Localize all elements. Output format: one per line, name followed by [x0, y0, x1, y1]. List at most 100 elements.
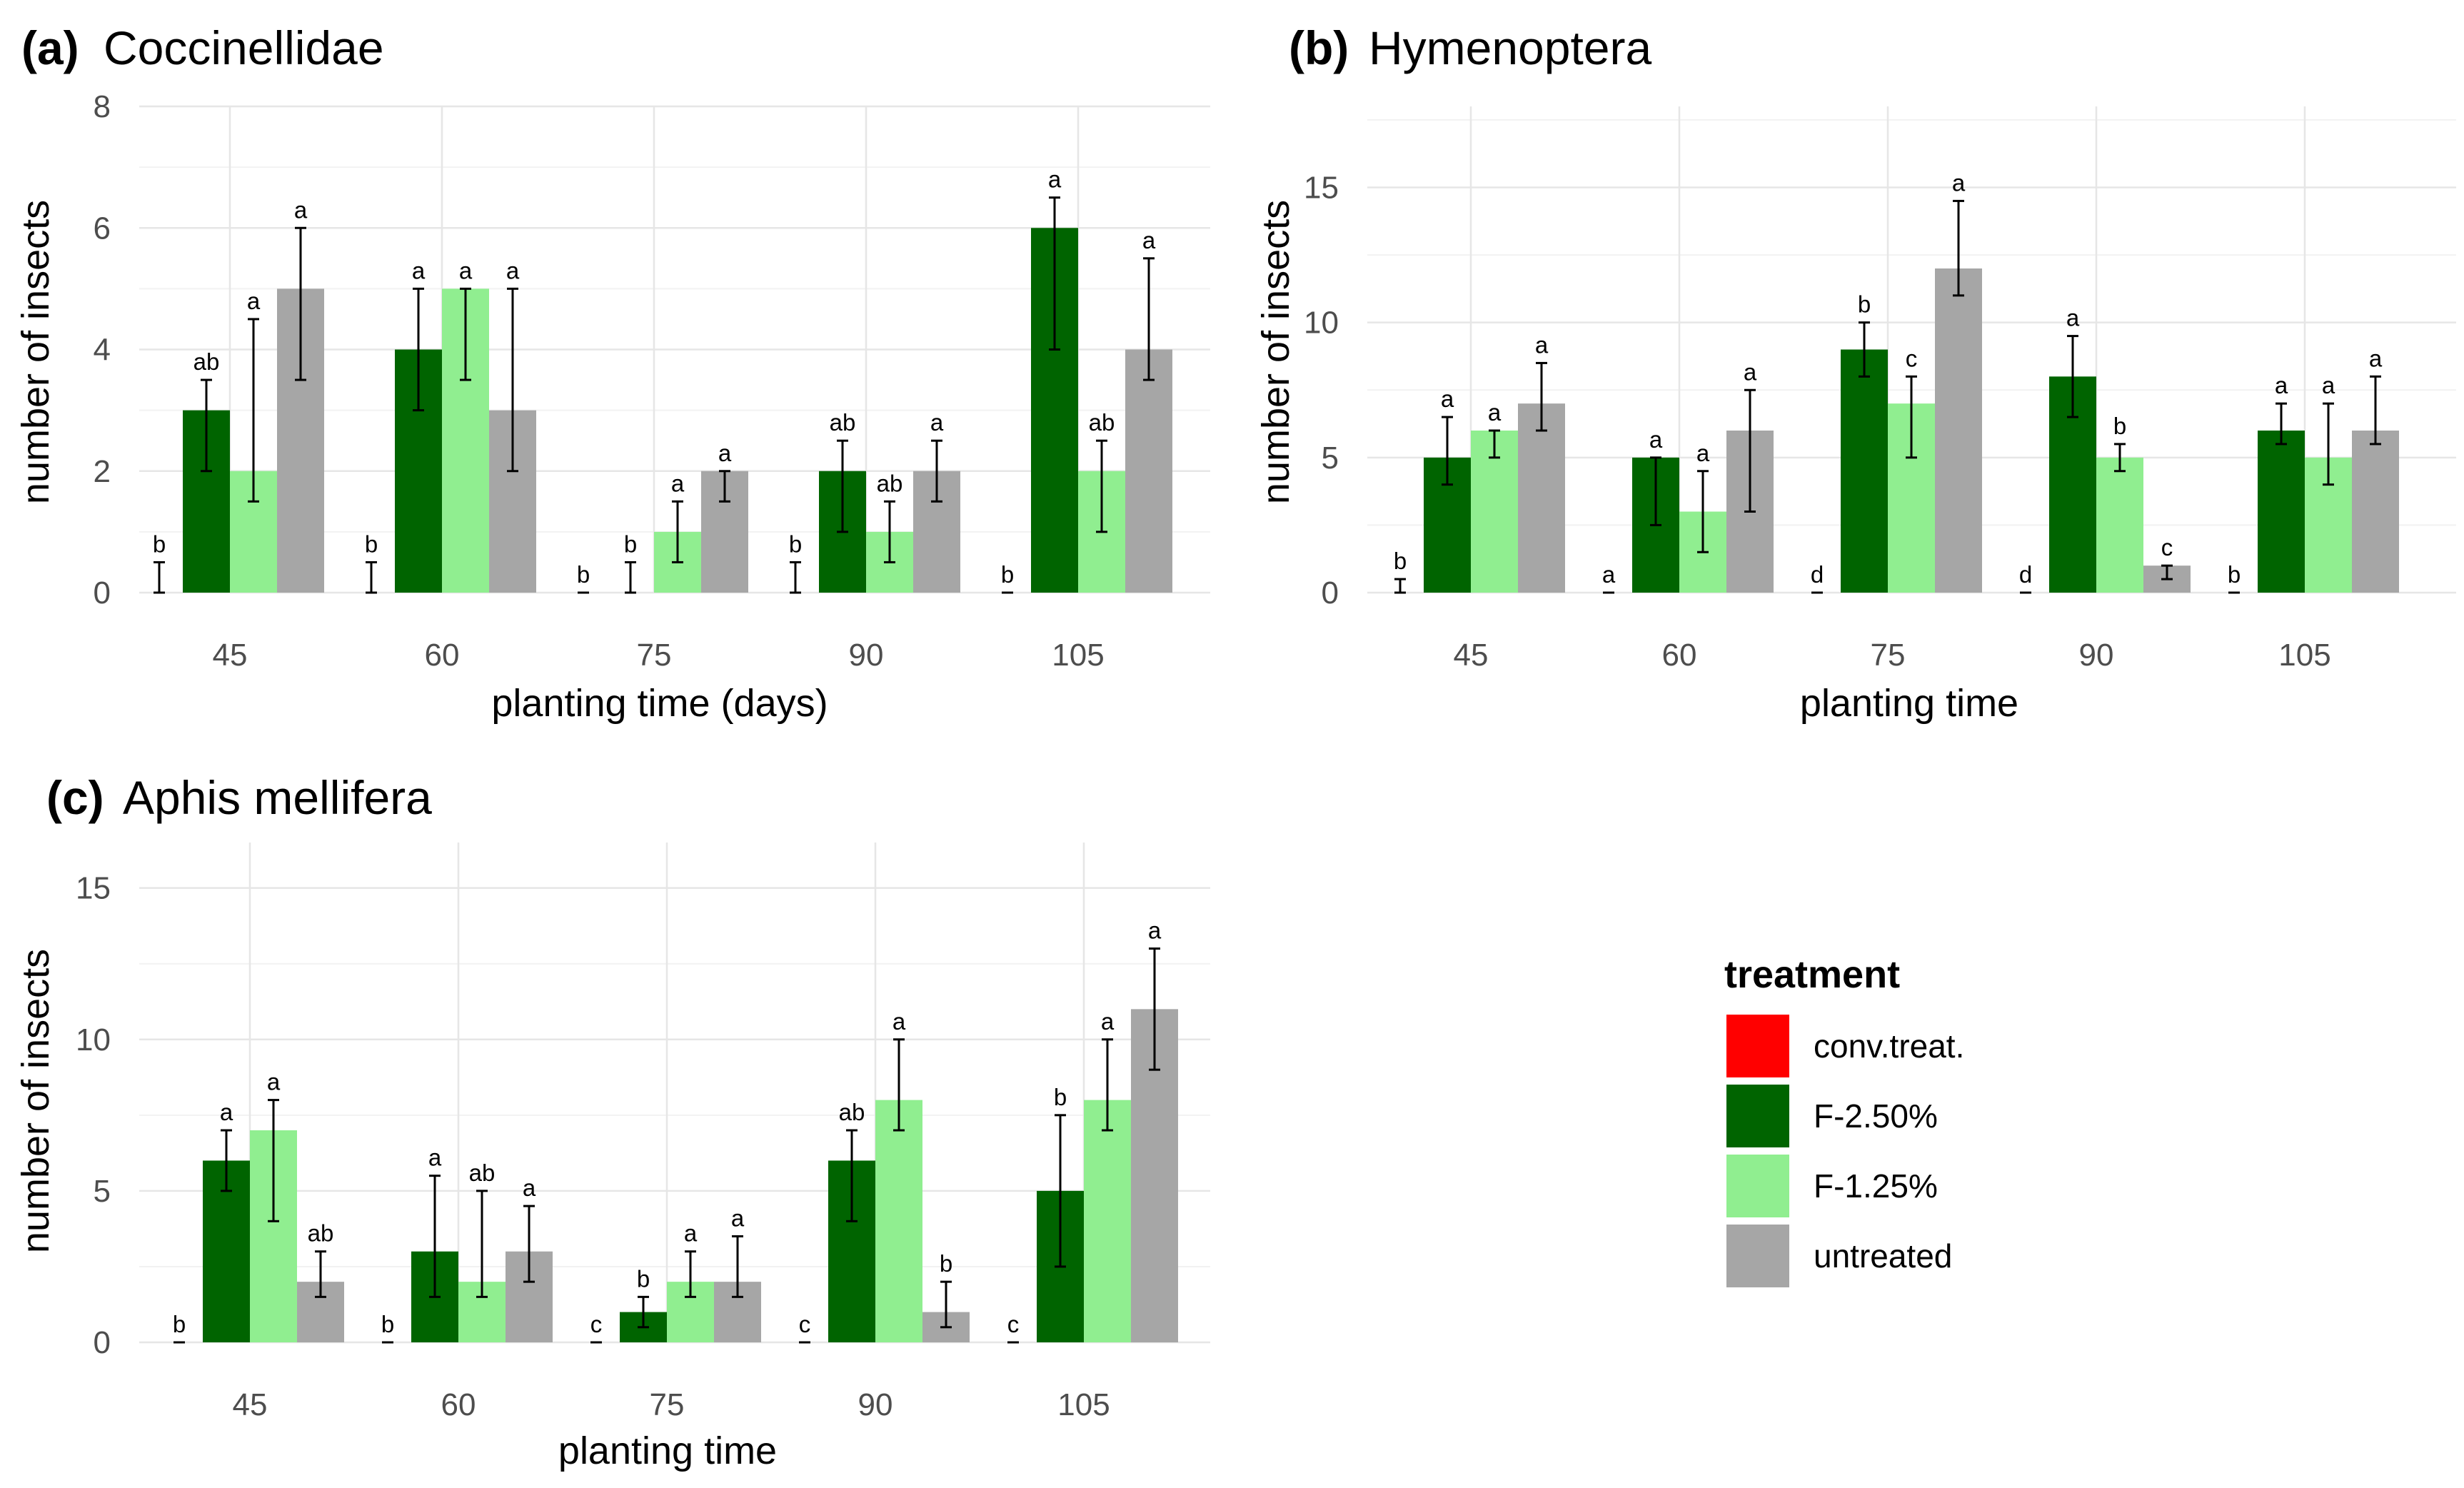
panel-b: (b) Hymenoptera planting time number of … [1254, 21, 2456, 725]
significance-letter: a [1142, 227, 1156, 253]
panel-a-ylabel: number of insects [14, 200, 57, 504]
significance-letter: b [789, 531, 802, 557]
bar [1935, 268, 1982, 593]
significance-letter: a [1441, 386, 1454, 412]
bar [2096, 457, 2143, 593]
x-tick-label: 75 [1871, 638, 1906, 673]
bar [2352, 431, 2399, 593]
panel-a-label: (a) [21, 21, 79, 74]
legend: treatment conv.treat. F-2.50% F-1.25% un… [1724, 953, 1964, 1287]
significance-letter: b [577, 561, 590, 588]
x-tick-label: 75 [637, 638, 672, 673]
significance-letter: b [153, 531, 166, 557]
significance-letter: a [1602, 561, 1616, 588]
x-tick-label: 45 [1454, 638, 1489, 673]
significance-letter: d [2019, 561, 2032, 588]
bar [2258, 431, 2305, 593]
y-tick-label: 0 [1322, 575, 1339, 610]
significance-letter: a [1649, 426, 1663, 453]
y-tick-label: 2 [94, 454, 111, 489]
significance-letter: b [940, 1250, 952, 1277]
significance-letter: a [1101, 1008, 1115, 1035]
significance-letter: c [2161, 534, 2173, 560]
significance-letter: a [731, 1205, 745, 1232]
bar [875, 1100, 922, 1342]
significance-letter: ab [308, 1220, 334, 1247]
panel-a-title: Coccinellidae [104, 21, 384, 74]
legend-title: treatment [1724, 953, 1900, 996]
legend-key-untreated [1726, 1225, 1789, 1287]
significance-letter: a [506, 257, 520, 283]
x-tick-label: 75 [650, 1387, 685, 1422]
significance-letter: a [2322, 372, 2335, 398]
x-tick-label: 45 [233, 1387, 268, 1422]
significance-letter: a [523, 1175, 536, 1201]
significance-letter: a [2275, 372, 2288, 398]
y-tick-label: 15 [1304, 171, 1339, 206]
significance-letter: ab [469, 1160, 496, 1186]
y-tick-label: 0 [94, 575, 111, 610]
panel-c-ylabel: number of insects [14, 949, 57, 1253]
bar [1518, 403, 1565, 593]
panel-b-label: (b) [1289, 21, 1349, 74]
panel-c: (c) Aphis mellifera planting time number… [14, 771, 1210, 1472]
significance-letter: ab [839, 1099, 865, 1125]
x-tick-label: 105 [2278, 638, 2330, 673]
y-tick-label: 6 [94, 211, 111, 246]
legend-label-untreated: untreated [1814, 1237, 1952, 1275]
legend-key-conv-treat [1726, 1015, 1789, 1077]
panel-c-label: (c) [46, 771, 104, 824]
significance-letter: a [1535, 331, 1549, 358]
significance-letter: a [1952, 169, 1966, 196]
y-tick-label: 15 [76, 871, 111, 906]
significance-letter: b [173, 1311, 186, 1337]
significance-letter: a [247, 288, 261, 314]
significance-letter: a [267, 1069, 281, 1095]
significance-letter: b [1394, 548, 1407, 574]
significance-letter: a [459, 257, 473, 283]
significance-letter: c [590, 1311, 603, 1337]
panel-b-xlabel: planting time [1800, 682, 2018, 725]
significance-letter: b [2228, 561, 2241, 588]
y-tick-label: 10 [76, 1022, 111, 1057]
significance-letter: a [428, 1145, 442, 1171]
panel-a-xlabel: planting time (days) [491, 682, 828, 725]
legend-label-f-2-50: F-2.50% [1814, 1097, 1938, 1135]
legend-label-conv-treat: conv.treat. [1814, 1027, 1964, 1065]
significance-letter: c [1906, 345, 1918, 371]
panel-c-title: Aphis mellifera [123, 771, 432, 824]
significance-letter: a [718, 440, 732, 466]
significance-letter: ab [877, 470, 903, 496]
panel-b-ylabel: number of insects [1254, 200, 1297, 504]
x-tick-label: 90 [849, 638, 884, 673]
x-tick-label: 60 [1662, 638, 1697, 673]
significance-letter: a [930, 409, 944, 436]
significance-letter: a [294, 196, 308, 223]
x-tick-label: 90 [2079, 638, 2114, 673]
significance-letter: a [1148, 917, 1162, 943]
significance-letter: a [1048, 166, 1062, 193]
significance-letter: b [637, 1265, 650, 1292]
bar [1125, 349, 1172, 593]
significance-letter: a [671, 470, 685, 496]
y-tick-label: 5 [1322, 441, 1339, 476]
x-tick-label: 60 [441, 1387, 476, 1422]
significance-letter: a [892, 1008, 906, 1035]
y-tick-label: 8 [94, 89, 111, 124]
significance-letter: b [1858, 291, 1871, 318]
significance-letter: c [799, 1311, 811, 1337]
significance-letter: a [412, 257, 426, 283]
legend-key-f-1-25 [1726, 1155, 1789, 1217]
panel-a: (a) Coccinellidae planting time (days) n… [14, 21, 1210, 725]
panel-b-plot: 0 5 10 15 45 60 75 90 105 b a d d b a a b a a a a c b a a a a c a [1304, 106, 2456, 673]
y-tick-label: 0 [94, 1325, 111, 1360]
bar [1084, 1100, 1131, 1342]
x-tick-label: 105 [1052, 638, 1104, 673]
significance-letter: a [2066, 305, 2080, 331]
significance-letter: a [2369, 345, 2383, 371]
significance-letter: a [220, 1099, 233, 1125]
significance-letter: a [1696, 440, 1710, 466]
